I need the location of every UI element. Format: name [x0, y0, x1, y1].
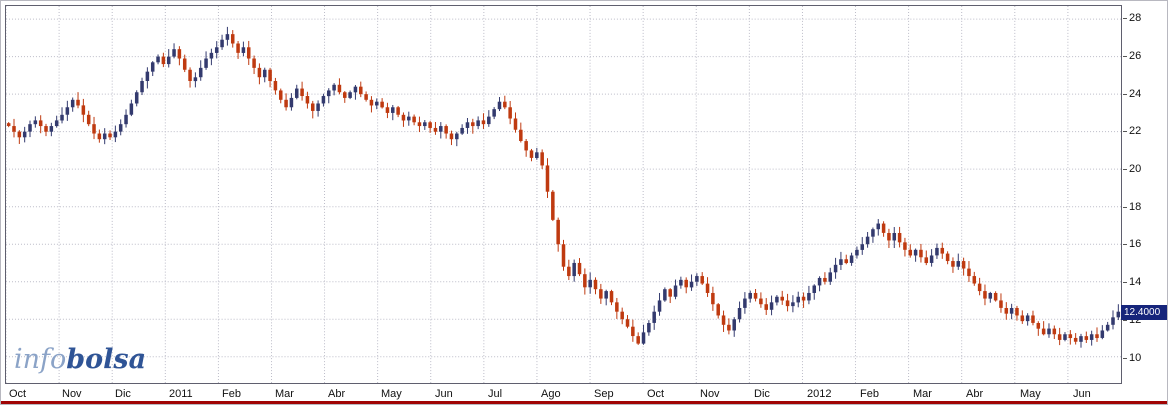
y-axis-tick	[1123, 358, 1127, 359]
x-axis-label: Jun	[435, 388, 453, 400]
x-axis-label: Feb	[860, 388, 879, 400]
y-axis-label: 26	[1129, 50, 1142, 62]
y-axis-tick	[1123, 131, 1127, 132]
x-axis-label: 2012	[807, 388, 832, 400]
x-axis-label: May	[381, 388, 402, 400]
x-axis-label: Nov	[62, 388, 82, 400]
x-axis-label: Ago	[541, 388, 561, 400]
y-axis-tick	[1123, 282, 1127, 283]
bottom-border-line	[1, 401, 1167, 404]
y-axis-label: 20	[1129, 163, 1142, 175]
logo-text-info: info	[14, 344, 67, 375]
chart-svg	[6, 6, 1121, 383]
x-axis-label: Sep	[594, 388, 614, 400]
infobolsa-logo: infobolsa	[14, 344, 146, 375]
x-axis-label: Feb	[222, 388, 241, 400]
y-axis-tick	[1123, 169, 1127, 170]
x-axis-label: May	[1020, 388, 1041, 400]
x-axis-label: Dic	[754, 388, 770, 400]
y-axis-tick	[1123, 18, 1127, 19]
y-axis-label: 24	[1129, 88, 1142, 100]
x-axis-label: Mar	[913, 388, 932, 400]
y-axis-label: 14	[1129, 276, 1142, 288]
candlestick-chart-area[interactable]: infobolsa	[5, 5, 1122, 384]
y-axis-label: 10	[1129, 352, 1142, 364]
x-axis-label: 2011	[169, 388, 193, 400]
x-axis-label: Dic	[115, 388, 131, 400]
y-axis-label: 22	[1129, 125, 1142, 137]
x-axis-label: Abr	[966, 388, 984, 400]
logo-text-bolsa: bolsa	[66, 344, 147, 375]
x-axis-label: Jun	[1073, 388, 1091, 400]
y-axis-tick	[1123, 94, 1127, 95]
y-axis-tick	[1123, 320, 1127, 321]
y-axis-tick	[1123, 56, 1127, 57]
y-axis-label: 28	[1129, 12, 1142, 24]
y-axis-tick	[1123, 207, 1127, 208]
y-axis-tick	[1123, 244, 1127, 245]
last-price-label: 12.4000	[1121, 305, 1167, 320]
x-axis-label: Oct	[9, 388, 27, 400]
x-axis-label: Abr	[328, 388, 346, 400]
y-axis-label: 16	[1129, 238, 1142, 250]
y-axis-label: 18	[1129, 201, 1142, 213]
x-axis-label: Oct	[647, 388, 665, 400]
x-axis-label: Mar	[275, 388, 294, 400]
x-axis-label: Nov	[700, 388, 720, 400]
x-axis-label: Jul	[488, 388, 503, 400]
